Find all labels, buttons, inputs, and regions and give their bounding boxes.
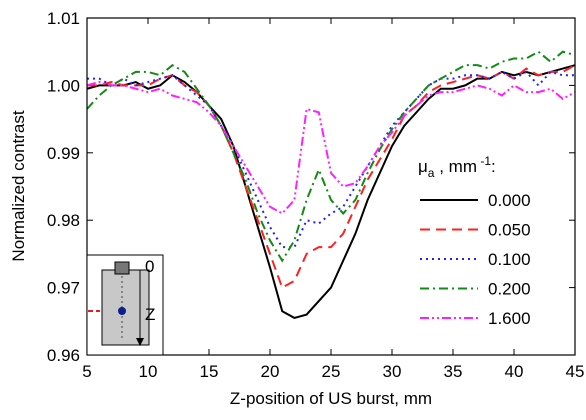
series-line (86, 50, 576, 263)
series-line (87, 70, 575, 249)
y-axis-label: Normalized contrast (9, 110, 28, 261)
y-tick-label: 0.99 (47, 144, 80, 163)
legend-title-part: μ (418, 157, 428, 176)
x-tick-label: 25 (322, 362, 341, 381)
legend-label: 0.100 (488, 250, 531, 269)
legend-label: 1.600 (488, 309, 531, 328)
legend-label: 0.200 (488, 280, 531, 299)
inset-label: Z (145, 305, 155, 324)
plot-frame (86, 17, 576, 356)
legend-title-part: a (428, 166, 435, 180)
x-tick-label: 35 (444, 362, 463, 381)
inset-target (118, 307, 126, 315)
legend-label: 0.050 (488, 221, 531, 240)
y-tick-label: 0.97 (47, 279, 80, 298)
legend-title-part: , mm (434, 157, 477, 176)
inset-transducer (114, 261, 130, 275)
y-tick-label: 1.01 (47, 9, 80, 28)
x-tick-label: 20 (261, 362, 280, 381)
y-tick-label: 1.00 (47, 76, 80, 95)
legend-label: 0.000 (488, 191, 531, 210)
legend-title-part: -1 (477, 154, 491, 168)
x-tick-label: 10 (139, 362, 158, 381)
y-tick-label: 0.96 (47, 346, 80, 365)
inset: 0 Z (86, 254, 164, 356)
legend-title-part: : (491, 157, 496, 176)
inset-body (101, 269, 150, 346)
legend-title: μa , mm -1: (418, 154, 496, 180)
series-line (86, 80, 576, 215)
x-tick-label: 5 (82, 362, 91, 381)
inset-arrowhead (136, 338, 144, 346)
x-tick-label: 40 (505, 362, 524, 381)
x-tick-label: 45 (566, 362, 585, 381)
inset-label: 0 (145, 257, 154, 276)
x-axis-label: Z-position of US burst, mm (230, 389, 432, 408)
x-tick-label: 30 (383, 362, 402, 381)
y-tick-label: 0.98 (47, 211, 80, 230)
x-tick-label: 15 (200, 362, 219, 381)
